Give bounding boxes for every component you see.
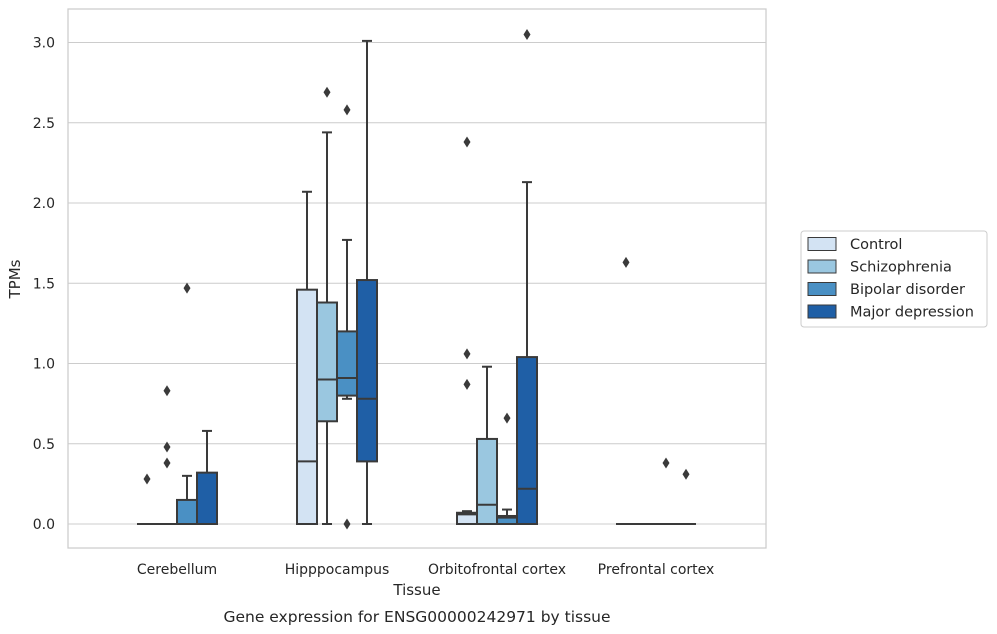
box-plot-group — [656, 457, 676, 525]
legend-label: Bipolar disorder — [850, 282, 965, 298]
outlier-point — [143, 473, 151, 485]
box-groups — [137, 28, 696, 530]
x-axis-label: Tissue — [392, 581, 440, 599]
y-axis-label: TPMs — [6, 259, 24, 299]
y-tick-label: 2.0 — [33, 196, 55, 212]
outlier-point — [463, 136, 471, 148]
outlier-point — [463, 378, 471, 390]
outlier-point — [343, 518, 351, 530]
x-tick-label: Cerebellum — [137, 562, 217, 578]
legend-swatch — [807, 237, 837, 251]
plot-area — [68, 9, 766, 548]
outlier-point — [622, 256, 630, 268]
grid-lines — [68, 41, 766, 525]
outlier-point — [183, 282, 191, 294]
y-tick-label: 3.0 — [33, 36, 55, 52]
outlier-point — [163, 385, 171, 397]
outlier-point — [343, 104, 351, 116]
box-plot-group — [516, 28, 538, 525]
outlier-point — [323, 86, 331, 98]
y-tick-label: 0.0 — [33, 517, 55, 533]
legend: Control Schizophrenia Bipolar disorder Majo… — [800, 230, 988, 328]
legend-frame — [800, 230, 988, 328]
legend-label: Control — [850, 237, 902, 253]
box-iqr — [176, 498, 198, 525]
legend-label: Major depression — [850, 305, 974, 321]
box-iqr — [476, 437, 498, 525]
y-tick-label: 1.5 — [33, 276, 55, 292]
box-iqr — [316, 301, 338, 423]
legend-label: Schizophrenia — [850, 260, 952, 276]
box-plot-group — [356, 39, 378, 525]
box-iqr — [356, 279, 378, 463]
legend-swatch — [807, 259, 837, 274]
x-tick-label: Orbitofrontal cortex — [428, 562, 566, 578]
box-plot-group — [336, 104, 358, 530]
box-plot-group — [176, 282, 198, 525]
y-tick-label: 0.5 — [33, 437, 55, 453]
box-iqr — [196, 471, 218, 526]
box-plot-group — [316, 86, 338, 525]
box-plot-group — [196, 429, 218, 526]
y-tick-label: 2.5 — [33, 116, 55, 132]
x-tick-label: Hipppocampus — [285, 562, 390, 578]
y-tick-label: 1.0 — [33, 357, 55, 373]
box-plot-group — [676, 468, 696, 525]
box-plot-group — [157, 385, 177, 525]
box-plot-group — [616, 256, 636, 525]
x-tick-labels: Cerebellum Hipppocampus Orbitofrontal cort… — [137, 562, 714, 578]
legend-swatch — [807, 304, 837, 319]
box-iqr — [516, 356, 538, 525]
legend-swatch — [807, 282, 837, 296]
outlier-point — [503, 412, 511, 424]
box-plot-group — [456, 136, 478, 526]
outlier-point — [682, 468, 690, 480]
outlier-point — [163, 457, 171, 469]
x-tick-label: Prefrontal cortex — [598, 562, 715, 578]
box-iqr — [296, 288, 318, 526]
outlier-point — [662, 457, 670, 469]
chart-caption: Gene expression for ENSG00000242971 by t… — [223, 608, 610, 626]
y-tick-labels: 0.0 0.5 1.0 1.5 2.0 2.5 3.0 — [33, 36, 55, 534]
outlier-point — [463, 348, 471, 360]
outlier-point — [523, 28, 531, 40]
box-plot-group — [137, 473, 157, 525]
box-iqr — [336, 330, 358, 397]
outlier-point — [163, 441, 171, 453]
box-plot-group — [476, 365, 498, 525]
plot-frame — [67, 8, 767, 549]
